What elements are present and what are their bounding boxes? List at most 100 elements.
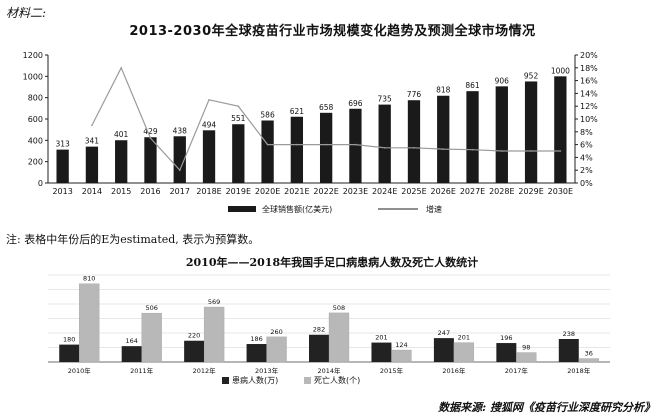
x-tick-label: 2018E — [196, 187, 221, 196]
bar-value-label: 1000 — [551, 66, 570, 75]
y-tick-label: 200 — [28, 158, 43, 167]
bar-patients — [371, 342, 392, 362]
bar-sales — [349, 108, 362, 183]
y2-tick-label: 6% — [580, 141, 593, 150]
bar-value-label: 180 — [63, 336, 75, 344]
growth-point — [471, 148, 474, 151]
bar-value-label: 260 — [270, 328, 282, 336]
x-tick-label: 2011年 — [130, 366, 154, 375]
x-tick-label: 2021E — [284, 187, 309, 196]
x-tick-label: 2017 — [170, 187, 190, 196]
x-tick-label: 2016 — [140, 187, 160, 196]
bar-value-label: 313 — [55, 140, 70, 149]
bar-sales — [524, 81, 538, 183]
bar-sales — [144, 137, 157, 183]
bar-sales — [290, 116, 304, 183]
bar-patients — [558, 338, 579, 362]
growth-point — [325, 143, 327, 146]
growth-point — [208, 99, 210, 101]
x-tick-label: 2028E — [489, 187, 514, 196]
bar-value-label: 201 — [458, 334, 470, 342]
bar-value-label: 429 — [143, 127, 158, 136]
bar-value-label: 201 — [375, 334, 387, 342]
x-tick-label: 2014年 — [317, 366, 341, 375]
growth-point — [530, 150, 532, 152]
bar-value-label: 776 — [407, 90, 422, 99]
x-tick-label: 2015年 — [380, 366, 404, 375]
bar-patients — [246, 344, 267, 362]
x-tick-label: 2024E — [372, 187, 397, 196]
x-tick-label: 2022E — [313, 187, 338, 196]
bar-sales — [466, 91, 479, 183]
x-tick-label: 2016年 — [442, 366, 466, 375]
bar-sales — [173, 136, 186, 183]
x-tick-label: 2012年 — [193, 366, 217, 375]
bar-value-label: 818 — [436, 86, 451, 95]
bar-deaths — [453, 342, 475, 363]
y2-tick-label: 0% — [580, 179, 593, 188]
bar-deaths — [391, 349, 412, 363]
bar-sales — [232, 124, 245, 183]
bar-value-label: 186 — [250, 335, 262, 343]
bar-value-label: 810 — [83, 275, 95, 283]
y-tick-label: 0 — [38, 179, 43, 188]
growth-point — [442, 148, 445, 150]
bar-deaths — [578, 358, 599, 363]
bar-sales — [202, 130, 216, 183]
growth-point — [413, 147, 415, 149]
growth-point — [149, 137, 152, 139]
bar-sales — [554, 76, 567, 183]
y-tick-label: 800 — [28, 94, 43, 103]
bar-value-label: 569 — [208, 298, 220, 306]
bar-patients — [59, 344, 80, 362]
bar-value-label: 282 — [313, 326, 325, 334]
bar-sales — [495, 86, 508, 183]
estimate-note: 注: 表格中年份后的E为estimated, 表示为预算数。 — [6, 233, 260, 246]
y2-tick-label: 18% — [580, 64, 598, 73]
x-tick-label: 2030E — [548, 187, 573, 196]
y2-tick-label: 4% — [580, 153, 593, 162]
y2-tick-label: 20% — [580, 51, 598, 60]
bar-value-label: 586 — [260, 110, 275, 119]
bar-patients — [184, 340, 205, 362]
legend-swatch-deaths — [304, 377, 311, 384]
bar-sales — [85, 146, 99, 183]
growth-point — [559, 150, 562, 152]
bar-patients — [496, 343, 517, 362]
growth-point — [91, 124, 93, 127]
bar-value-label: 247 — [438, 329, 450, 337]
x-tick-label: 2013 — [52, 187, 72, 196]
y2-tick-label: 14% — [580, 89, 598, 98]
bar-sales — [56, 149, 69, 183]
y2-tick-label: 12% — [580, 102, 598, 111]
chart1-title: 2013-2030年全球疫苗行业市场规模变化趋势及预测全球市场情况 — [129, 24, 536, 39]
bar-sales — [378, 104, 391, 183]
bar-value-label: 494 — [202, 120, 217, 129]
x-tick-label: 2025E — [401, 187, 426, 196]
x-tick-label: 2027E — [460, 187, 485, 196]
growth-point — [120, 67, 122, 69]
growth-point — [296, 143, 298, 146]
y2-tick-label: 8% — [580, 128, 593, 137]
x-tick-label: 2017年 — [505, 366, 529, 375]
bar-deaths — [203, 306, 225, 363]
legend-label-deaths: 死亡人数(个) — [314, 375, 360, 385]
bar-value-label: 220 — [188, 332, 200, 340]
legend-swatch-sales — [228, 206, 256, 212]
bar-sales — [437, 95, 450, 183]
legend-label-sales: 全球销售额(亿美元) — [262, 204, 332, 214]
bar-value-label: 438 — [173, 126, 188, 135]
y-tick-label: 1200 — [23, 51, 43, 60]
x-tick-label: 2020E — [255, 187, 280, 196]
bar-value-label: 508 — [333, 304, 345, 312]
growth-point — [266, 143, 269, 146]
bar-value-label: 36 — [585, 350, 593, 358]
y-tick-label: 600 — [28, 115, 43, 124]
bar-value-label: 164 — [125, 337, 137, 345]
y-tick-label: 1000 — [23, 72, 43, 81]
bar-value-label: 238 — [563, 330, 575, 338]
legend-label-growth: 增速 — [426, 204, 442, 214]
x-tick-label: 2026E — [431, 187, 456, 196]
bar-deaths — [516, 352, 537, 363]
bar-value-label: 696 — [348, 99, 363, 108]
